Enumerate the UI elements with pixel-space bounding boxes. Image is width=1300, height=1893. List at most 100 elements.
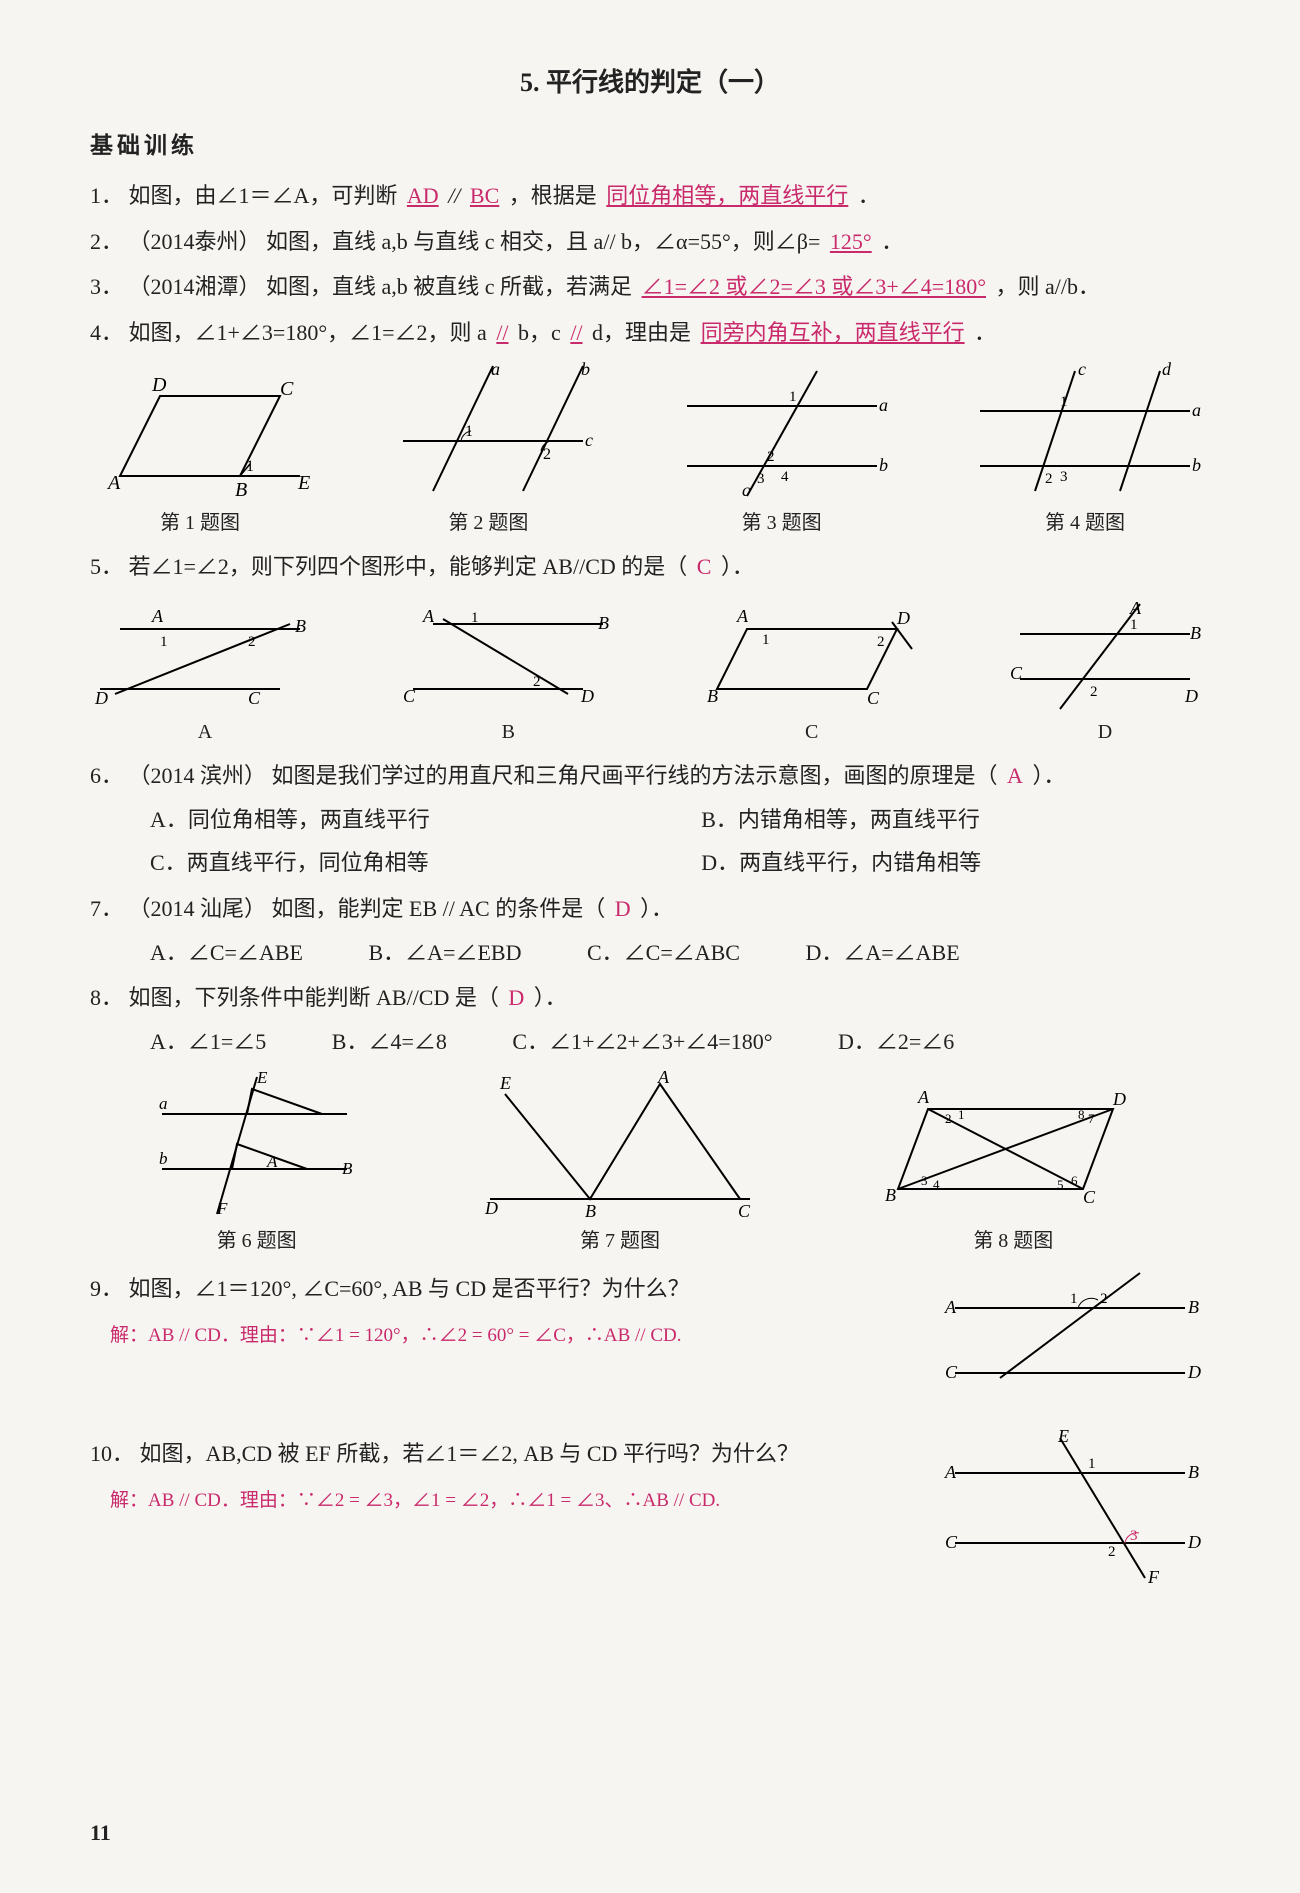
q7-optC: C．∠C=∠ABC — [587, 933, 740, 973]
qnum: 6． — [90, 763, 123, 788]
svg-text:2: 2 — [1100, 1291, 1108, 1307]
fig10: A B C D E F 1 2 3 — [930, 1428, 1210, 1588]
q3-src: （2014湘潭） — [129, 274, 261, 299]
question-9-wrap: 9． 如图，∠1＝120°, ∠C=60°, AB 与 CD 是否平行？为什么？… — [90, 1263, 1210, 1403]
svg-text:C: C — [945, 1362, 958, 1382]
q5-optC: A D B C 1 2 C — [697, 594, 927, 750]
svg-text:D: D — [484, 1198, 498, 1218]
svg-text:E: E — [297, 472, 310, 494]
svg-text:A: A — [657, 1069, 670, 1087]
figcap: 第 6 题图 — [147, 1223, 367, 1259]
svg-text:c: c — [585, 430, 593, 450]
svg-text:D: D — [1184, 686, 1198, 706]
svg-text:B: B — [1188, 1462, 1199, 1482]
question-2: 2． （2014泰州） 如图，直线 a,b 与直线 c 相交，且 a// b，∠… — [90, 222, 1210, 262]
q8-ans: D — [504, 985, 528, 1010]
svg-text:A: A — [422, 606, 435, 626]
figcap: 第 1 题图 — [90, 505, 310, 541]
section-header: 基础训练 — [90, 125, 1210, 166]
svg-text:2: 2 — [767, 449, 775, 465]
q10-solution: 解：AB // CD．理由：∵∠2 = ∠3，∠1 = ∠2，∴∠1 = ∠3、… — [110, 1484, 910, 1518]
figure-row-3: E a A B b F 第 6 题图 E A D B C 第 7 题图 — [90, 1069, 1210, 1259]
question-5: 5． 若∠1=∠2，则下列四个图形中，能够判定 AB//CD 的是（ C ）． — [90, 547, 1210, 587]
svg-text:C: C — [1010, 663, 1023, 683]
svg-text:C: C — [1083, 1187, 1096, 1207]
qnum: 9． — [90, 1276, 123, 1301]
page-number: 11 — [90, 1813, 111, 1853]
qnum: 10． — [90, 1441, 134, 1466]
svg-text:1: 1 — [471, 610, 479, 626]
svg-text:4: 4 — [781, 469, 789, 485]
qnum: 8． — [90, 985, 123, 1010]
figcap: 第 4 题图 — [960, 505, 1210, 541]
svg-text:a: a — [1192, 400, 1201, 420]
q8-text: 如图，下列条件中能判断 AB//CD 是（ — [129, 985, 499, 1010]
fig1: D C A B E 1 第 1 题图 — [90, 371, 310, 541]
svg-text:1: 1 — [958, 1107, 965, 1122]
svg-text:3: 3 — [1060, 469, 1068, 485]
q7-ans: D — [611, 896, 635, 921]
question-10: 10． 如图，AB,CD 被 EF 所截，若∠1＝∠2, AB 与 CD 平行吗… — [90, 1434, 910, 1474]
svg-text:C: C — [280, 378, 294, 400]
fig9: A B C D 1 2 — [930, 1263, 1210, 1403]
svg-text:D: D — [1187, 1362, 1201, 1382]
svg-text:1: 1 — [789, 389, 797, 405]
svg-text:A: A — [917, 1087, 930, 1107]
q8-optD: D．∠2=∠6 — [838, 1022, 954, 1062]
svg-text:A: A — [944, 1462, 957, 1482]
q9-text: 如图，∠1＝120°, ∠C=60°, AB 与 CD 是否平行？为什么？ — [129, 1276, 690, 1301]
svg-text:D: D — [1187, 1532, 1201, 1552]
svg-text:D: D — [94, 688, 108, 708]
svg-text:c: c — [742, 480, 750, 500]
question-6: 6． （2014 滨州） 如图是我们学过的用直尺和三角尺画平行线的方法示意图，画… — [90, 756, 1210, 796]
svg-text:b: b — [879, 455, 888, 475]
opt-label: D — [1000, 714, 1210, 750]
question-4: 4． 如图，∠1+∠3=180°，∠1=∠2，则 a // b，c // d，理… — [90, 313, 1210, 353]
fig4-svg: c d a b 1 2 3 — [960, 361, 1210, 501]
svg-text:2: 2 — [533, 674, 541, 690]
q6-src: （2014 滨州） — [129, 763, 267, 788]
q5-optD: A B C D 1 2 D — [1000, 594, 1210, 750]
q6-optB: B．内错角相等，两直线平行 — [701, 800, 1210, 840]
svg-text:B: B — [1188, 1297, 1199, 1317]
svg-text:F: F — [216, 1199, 228, 1218]
opt-label: A — [90, 714, 320, 750]
q1-blank3: 同位角相等，两直线平行 — [602, 183, 852, 208]
q6-ans: A — [1003, 763, 1027, 788]
q7-optB: B．∠A=∠EBD — [368, 933, 521, 973]
q4-pre: 如图，∠1+∠3=180°，∠1=∠2，则 a — [129, 320, 487, 345]
qnum: 4． — [90, 320, 123, 345]
q1-blank1: AD — [403, 183, 443, 208]
figcap: 第 3 题图 — [667, 505, 897, 541]
svg-text:D: D — [1112, 1089, 1126, 1109]
q4-b: b，c — [518, 320, 561, 345]
opt-label: B — [393, 714, 623, 750]
svg-text:6: 6 — [1071, 1173, 1078, 1188]
svg-text:3: 3 — [921, 1173, 928, 1188]
svg-text:A: A — [736, 606, 749, 626]
svg-text:B: B — [342, 1159, 353, 1178]
q8-post: ）． — [534, 985, 567, 1010]
q5-optB: A B C D 1 2 B — [393, 594, 623, 750]
qnum: 1． — [90, 183, 123, 208]
q2-src: （2014泰州） — [129, 229, 261, 254]
svg-text:c: c — [1078, 361, 1086, 379]
q6-optC: C．两直线平行，同位角相等 — [150, 843, 659, 883]
q5-options-row: A B D C 1 2 A A B C D 1 2 — [90, 594, 1210, 750]
q6-post: ）． — [1032, 763, 1065, 788]
q6-optD: D．两直线平行，内错角相等 — [701, 843, 1210, 883]
svg-text:E: E — [499, 1073, 511, 1093]
svg-text:1: 1 — [1070, 1291, 1078, 1307]
svg-text:C: C — [945, 1532, 958, 1552]
q7-post: ）． — [640, 896, 673, 921]
q4-d: d，理由是 — [592, 320, 691, 345]
opt-label: C — [697, 714, 927, 750]
worksheet-page: 5. 平行线的判定（一） 基础训练 1． 如图，由∠1＝∠A，可判断 AD //… — [0, 0, 1300, 1893]
svg-text:E: E — [256, 1069, 268, 1087]
q8-optB: B．∠4=∠8 — [332, 1022, 447, 1062]
q5-text: 若∠1=∠2，则下列四个图形中，能够判定 AB//CD 的是（ — [129, 554, 688, 579]
svg-text:F: F — [1147, 1567, 1160, 1587]
svg-text:2: 2 — [1090, 684, 1098, 700]
q4-blank: 同旁内角互补，两直线平行 — [697, 320, 969, 345]
q2-pre: 如图，直线 a,b 与直线 c 相交，且 a// b，∠α=55°，则∠β= — [266, 229, 820, 254]
